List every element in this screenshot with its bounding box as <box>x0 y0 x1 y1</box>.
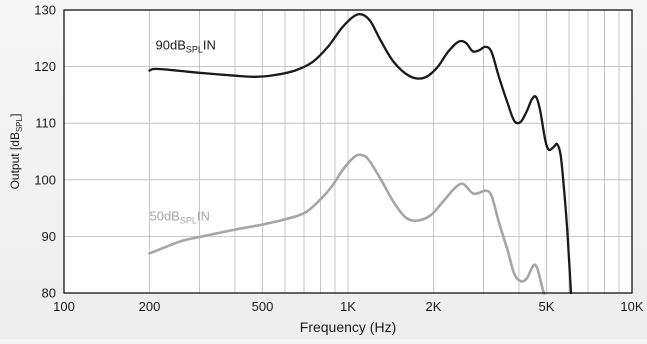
x-tick-label: 1K <box>340 299 356 314</box>
series-line-2 <box>148 153 546 295</box>
x-tick-label: 2K <box>426 299 442 314</box>
y-tick-label: 130 <box>34 3 56 18</box>
series-label-2: 50dBSPLIN <box>149 209 209 226</box>
x-tick-label: 500 <box>252 299 274 314</box>
tick-labels: 100 200 500 1K 2K 5K 10K 80 90 100 110 120 130 <box>34 3 644 315</box>
plot-area-border <box>63 9 633 294</box>
y-tick-label: 80 <box>42 286 56 301</box>
series-label-1: 90dBSPLIN <box>156 38 216 55</box>
series-line-1 <box>148 12 573 295</box>
series-layer: 90dBSPLIN 50dBSPLIN <box>148 12 573 295</box>
grid-lines <box>64 10 632 293</box>
x-tick-label: 100 <box>53 299 75 314</box>
y-axis-label: Output [dBSPL] <box>8 114 24 190</box>
x-axis-label: Frequency (Hz) <box>300 319 396 335</box>
y-tick-label: 120 <box>34 59 56 74</box>
axis-labels: Frequency (Hz) Output [dBSPL] <box>8 114 396 335</box>
y-tick-label: 100 <box>34 172 56 187</box>
x-tick-label: 10K <box>620 299 643 314</box>
x-tick-label: 5K <box>539 299 555 314</box>
y-tick-label: 90 <box>42 229 56 244</box>
x-tick-label: 200 <box>139 299 161 314</box>
y-tick-label: 110 <box>35 116 56 131</box>
